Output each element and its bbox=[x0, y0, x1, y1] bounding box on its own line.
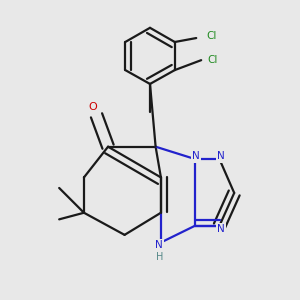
Text: N: N bbox=[155, 240, 163, 250]
Text: O: O bbox=[89, 102, 98, 112]
Text: H: H bbox=[156, 252, 163, 262]
Text: Cl: Cl bbox=[208, 55, 218, 65]
Text: Cl: Cl bbox=[206, 32, 217, 41]
Text: N: N bbox=[217, 224, 225, 234]
Text: N: N bbox=[192, 151, 200, 161]
Text: N: N bbox=[217, 151, 225, 161]
